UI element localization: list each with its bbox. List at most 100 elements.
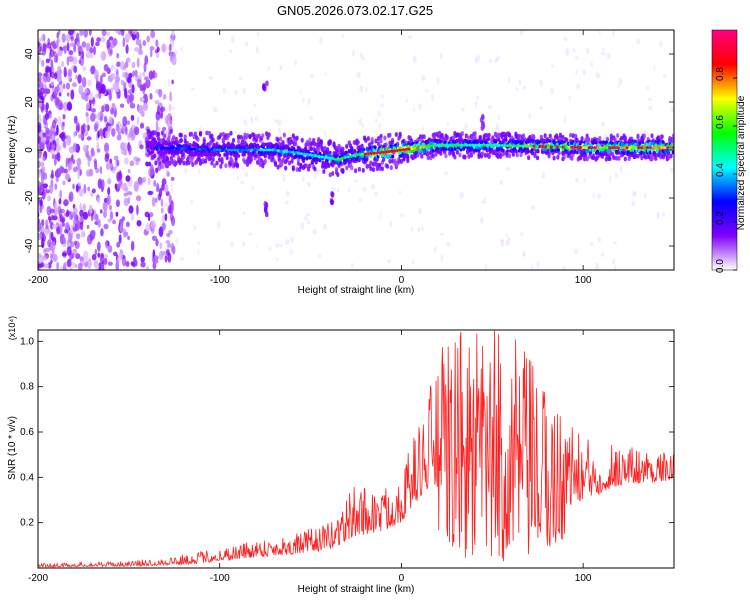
- heatmap-cell: [79, 221, 84, 231]
- heatmap-cell: [407, 142, 411, 146]
- heatmap-cell: [418, 207, 422, 215]
- heatmap-cell: [78, 51, 82, 57]
- heatmap-cell: [654, 156, 658, 161]
- heatmap-cell: [43, 40, 47, 45]
- heatmap-cell: [358, 153, 362, 156]
- heatmap-cell: [132, 30, 138, 35]
- heatmap-cell: [97, 112, 101, 121]
- heatmap-cell: [338, 161, 342, 166]
- x-tick-label: -200: [28, 573, 48, 584]
- heatmap-cell: [354, 157, 358, 162]
- figure-title: GN05.2026.073.02.17.G25: [277, 3, 433, 18]
- heatmap-cell: [653, 66, 656, 71]
- snr-x-label: Height of straight line (km): [298, 584, 415, 595]
- heatmap-cell: [379, 138, 383, 144]
- heatmap-cell: [166, 215, 171, 220]
- heatmap-cell: [284, 165, 288, 171]
- heatmap-cell: [237, 139, 241, 144]
- heatmap-cell: [363, 152, 368, 156]
- heatmap-cell: [49, 149, 55, 155]
- heatmap-cell: [167, 172, 171, 177]
- heatmap-cell: [306, 220, 311, 225]
- heatmap-cell: [571, 133, 575, 139]
- x-tick-label: 100: [575, 275, 592, 286]
- heatmap-cell: [165, 239, 171, 244]
- heatmap-cell: [164, 246, 169, 251]
- heatmap-cell: [106, 31, 111, 36]
- heatmap-cell: [446, 241, 451, 248]
- heatmap-cell: [101, 30, 107, 37]
- snr-panel: -200 -100 0 100 0.2 0.4 0.6 0.8 1.0 Height of s…: [7, 316, 675, 595]
- heatmap-cell: [514, 149, 518, 154]
- heatmap-cell: [422, 134, 426, 140]
- heatmap-cell: [170, 187, 174, 195]
- heatmap-cell: [103, 257, 108, 265]
- heatmap-cell: [630, 126, 633, 130]
- heatmap-cell: [439, 139, 443, 144]
- heatmap-cell: [366, 152, 370, 156]
- heatmap-cell: [84, 93, 89, 102]
- heatmap-cell: [350, 149, 354, 153]
- heatmap-cell: [530, 264, 534, 270]
- heatmap-cell: [414, 151, 418, 155]
- heatmap-cell: [619, 135, 624, 141]
- heatmap-cell: [586, 138, 591, 144]
- heatmap-cell: [558, 145, 562, 149]
- heatmap-cell: [370, 136, 374, 142]
- heatmap-cell: [602, 47, 606, 52]
- heatmap-cell: [109, 162, 114, 172]
- heatmap-cell: [139, 144, 144, 150]
- heatmap-cell: [483, 152, 487, 158]
- heatmap-cell: [160, 130, 164, 136]
- heatmap-cell: [135, 157, 141, 162]
- heatmap-cell: [309, 115, 314, 121]
- heatmap-cell: [86, 224, 90, 230]
- heatmap-cell: [170, 176, 175, 181]
- heatmap-cell: [115, 84, 120, 93]
- heatmap-cell: [474, 57, 478, 66]
- heatmap-cell: [144, 76, 149, 81]
- heatmap-cell: [54, 183, 58, 190]
- heatmap-cell: [378, 151, 382, 155]
- heatmap-cell: [58, 144, 62, 152]
- heatmap-cell: [290, 236, 294, 243]
- heatmap-cell: [401, 152, 405, 157]
- heatmap-cell: [306, 141, 311, 147]
- heatmap-cell: [78, 85, 84, 95]
- heatmap-cell: [47, 262, 52, 269]
- heatmap-cell: [51, 40, 57, 49]
- heatmap-cell: [421, 145, 426, 149]
- heatmap-cell: [114, 63, 118, 73]
- heatmap-cell: [522, 85, 527, 89]
- heatmap-cell: [617, 83, 620, 89]
- heatmap-cell: [464, 133, 468, 139]
- heatmap-cell: [72, 159, 76, 165]
- heatmap-cell: [533, 153, 537, 159]
- heatmap-cell: [116, 134, 122, 141]
- heatmap-cell: [608, 146, 612, 150]
- heatmap-cell: [82, 66, 87, 72]
- heatmap-cell: [522, 252, 526, 257]
- snr-y-ticks: 0.2 0.4 0.6 0.8 1.0: [20, 336, 674, 529]
- heatmap-cell: [456, 143, 461, 147]
- heatmap-cell: [636, 134, 640, 140]
- heatmap-cell: [87, 258, 92, 269]
- heatmap-cell: [227, 148, 231, 152]
- heatmap-cell: [574, 133, 578, 139]
- heatmap-cell: [104, 154, 110, 163]
- heatmap-cell: [145, 78, 151, 89]
- heatmap-cell: [254, 138, 259, 143]
- spectrogram-x-ticks: -200 -100 0 100: [28, 30, 592, 286]
- heatmap-cell: [539, 79, 544, 87]
- heatmap-cell: [295, 167, 299, 172]
- heatmap-cell: [275, 243, 280, 248]
- heatmap-cell: [308, 153, 312, 157]
- heatmap-cell: [103, 144, 110, 153]
- heatmap-cell: [115, 199, 121, 208]
- heatmap-cell: [90, 108, 97, 113]
- heatmap-cell: [582, 68, 586, 76]
- heatmap-cell: [285, 150, 289, 154]
- heatmap-cell: [124, 88, 128, 99]
- heatmap-cell: [526, 148, 530, 153]
